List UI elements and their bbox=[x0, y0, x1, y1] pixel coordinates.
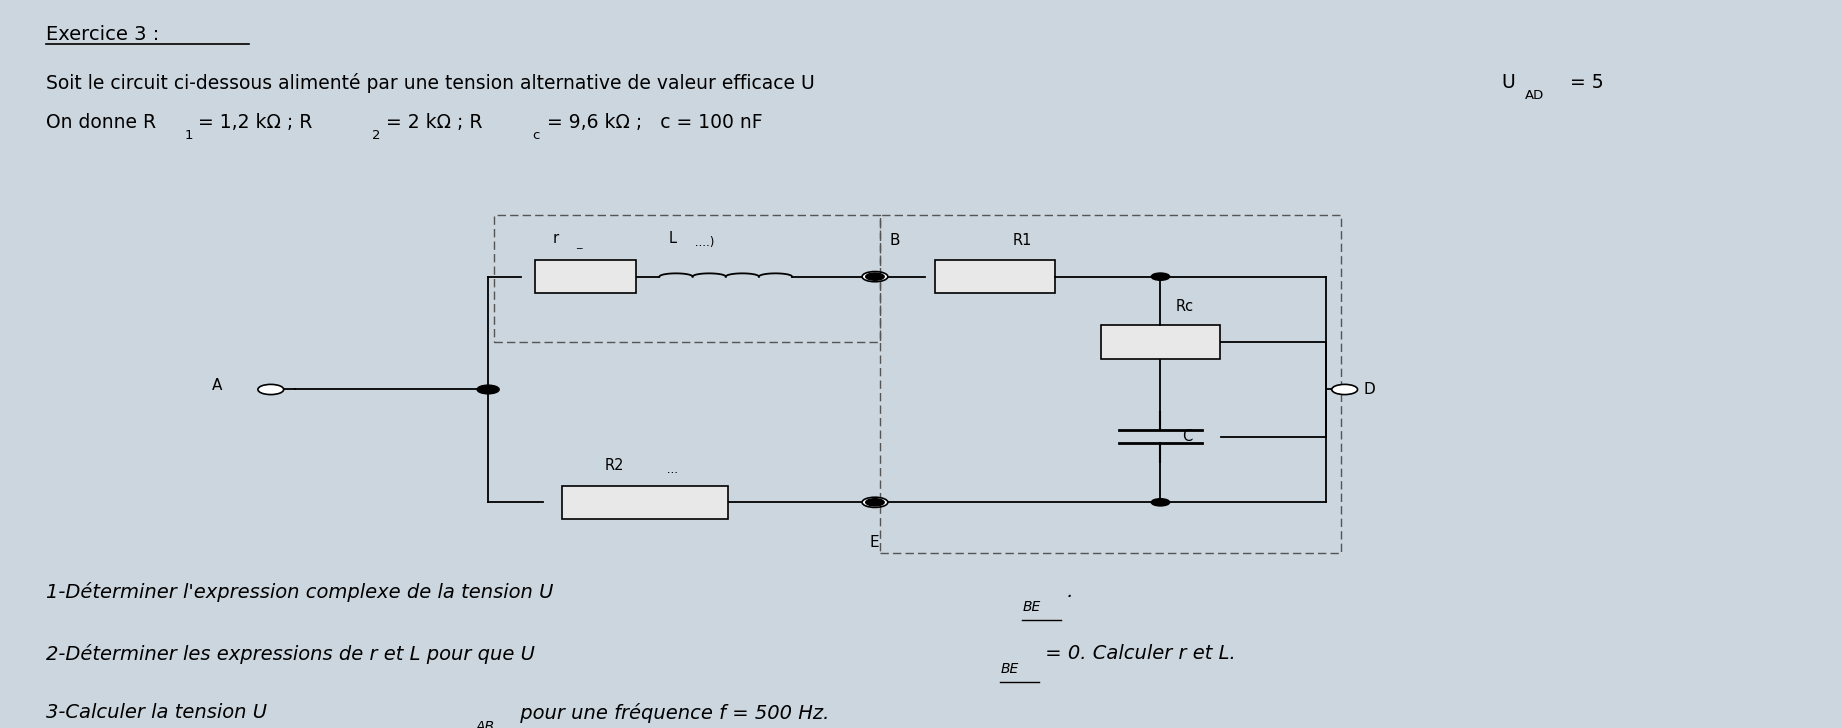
Text: ....): ....) bbox=[691, 236, 715, 249]
Circle shape bbox=[866, 499, 884, 506]
Circle shape bbox=[1151, 499, 1170, 506]
Circle shape bbox=[1151, 273, 1170, 280]
Text: pour une fréquence f = 500 Hz.: pour une fréquence f = 500 Hz. bbox=[514, 703, 829, 722]
Text: = 5: = 5 bbox=[1564, 73, 1604, 92]
Bar bbox=[534, 260, 637, 293]
Text: R1: R1 bbox=[1013, 232, 1033, 248]
Circle shape bbox=[258, 384, 284, 395]
Text: 2-Déterminer les expressions de r et L pour que U: 2-Déterminer les expressions de r et L p… bbox=[46, 644, 534, 664]
Text: Rc: Rc bbox=[1175, 299, 1194, 314]
Bar bbox=[1102, 325, 1221, 359]
Circle shape bbox=[477, 385, 499, 394]
Text: 1-Déterminer l'expression complexe de la tension U: 1-Déterminer l'expression complexe de la… bbox=[46, 582, 553, 602]
Text: Soit le circuit ci-dessous alimenté par une tension alternative de valeur effica: Soit le circuit ci-dessous alimenté par … bbox=[46, 73, 814, 92]
Text: c: c bbox=[532, 129, 540, 142]
Text: _: _ bbox=[577, 239, 582, 249]
Text: D: D bbox=[1363, 382, 1374, 397]
Text: On donne R: On donne R bbox=[46, 113, 157, 132]
Text: 2: 2 bbox=[372, 129, 381, 142]
Text: = 1,2 kΩ ; R: = 1,2 kΩ ; R bbox=[192, 113, 313, 132]
Text: AB: AB bbox=[475, 720, 494, 728]
Text: U: U bbox=[1501, 73, 1514, 92]
Text: 1: 1 bbox=[184, 129, 193, 142]
Text: B: B bbox=[890, 232, 901, 248]
Circle shape bbox=[862, 272, 888, 282]
Text: R2: R2 bbox=[604, 458, 624, 473]
Text: Exercice 3 :: Exercice 3 : bbox=[46, 25, 158, 44]
Text: r: r bbox=[553, 231, 558, 246]
Text: AD: AD bbox=[1525, 89, 1544, 102]
Text: A: A bbox=[212, 379, 223, 393]
Circle shape bbox=[1332, 384, 1358, 395]
Text: = 9,6 kΩ ;   c = 100 nF: = 9,6 kΩ ; c = 100 nF bbox=[542, 113, 763, 132]
Text: 3-Calculer la tension U: 3-Calculer la tension U bbox=[46, 703, 267, 721]
Circle shape bbox=[862, 497, 888, 507]
Text: = 2 kΩ ; R: = 2 kΩ ; R bbox=[381, 113, 483, 132]
Text: ...: ... bbox=[663, 463, 678, 476]
Bar bbox=[562, 486, 728, 519]
Text: = 0. Calculer r et L.: = 0. Calculer r et L. bbox=[1039, 644, 1236, 663]
Text: L: L bbox=[669, 231, 676, 246]
Circle shape bbox=[866, 273, 884, 280]
Text: BE: BE bbox=[1022, 600, 1041, 614]
Text: C: C bbox=[1183, 430, 1194, 444]
Bar bbox=[936, 260, 1055, 293]
Text: .: . bbox=[1061, 582, 1074, 601]
Text: E: E bbox=[869, 535, 879, 550]
Text: BE: BE bbox=[1000, 662, 1019, 676]
